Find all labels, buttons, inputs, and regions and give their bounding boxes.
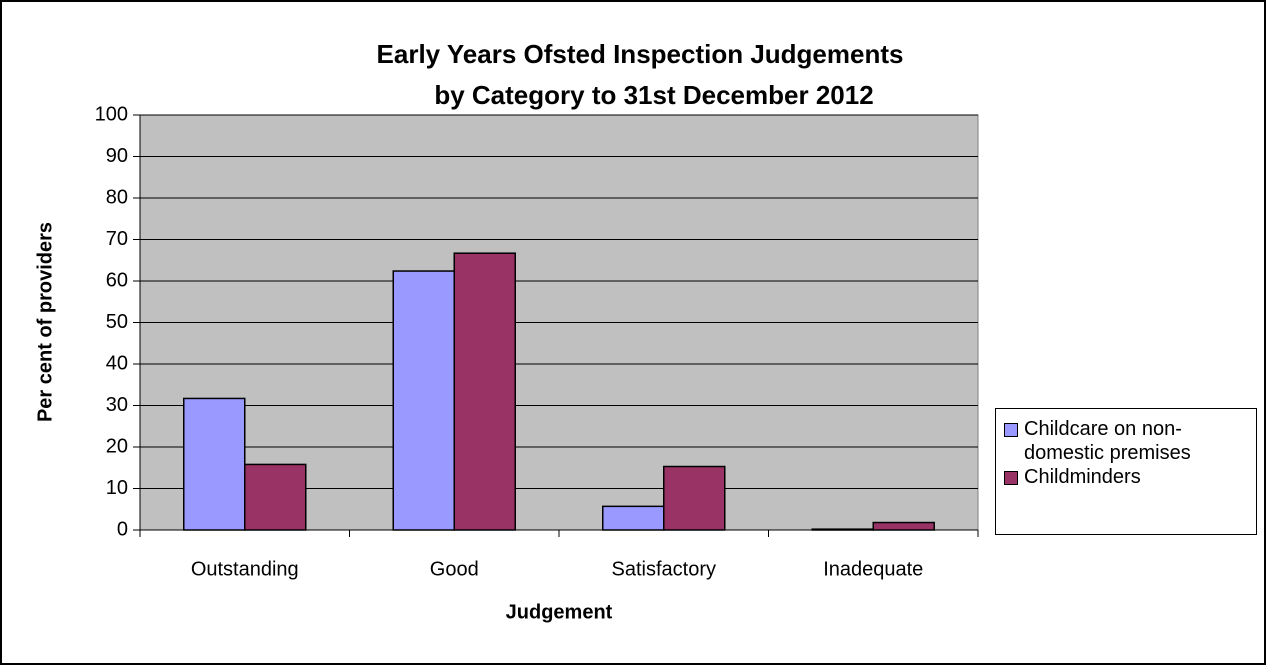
y-tick-label: 50	[106, 311, 128, 333]
legend-swatch	[1004, 471, 1018, 485]
legend: Childcare on non-domestic premises Childm…	[995, 408, 1257, 535]
y-axis-label: Per cent of providers	[34, 222, 56, 422]
y-tick-label: 10	[106, 477, 128, 499]
y-tick-label: 70	[106, 228, 128, 250]
x-tick-label: Good	[430, 558, 479, 580]
y-tick-label: 30	[106, 394, 128, 416]
legend-item: Childcare on non-domestic premises	[1004, 417, 1250, 465]
legend-item: Childminders	[1004, 465, 1250, 489]
bar	[811, 528, 874, 531]
bar	[453, 252, 516, 531]
legend-label: Childminders	[1024, 466, 1141, 488]
y-tick-label: 60	[106, 269, 128, 291]
chart-title: Early Years Ofsted Inspection Judgements	[377, 39, 904, 69]
legend-label: Childcare on non-domestic premises	[1024, 418, 1191, 464]
bar	[244, 463, 307, 531]
bar	[392, 270, 455, 531]
y-tick-label: 90	[106, 145, 128, 167]
bar	[663, 465, 726, 531]
y-tick-label: 0	[117, 518, 128, 540]
bar	[183, 397, 246, 531]
bar	[602, 505, 665, 531]
x-tick-label: Outstanding	[191, 558, 299, 580]
chart-title: by Category to 31st December 2012	[434, 80, 873, 110]
y-tick-label: 40	[106, 352, 128, 374]
legend-swatch	[1004, 423, 1018, 437]
y-tick-label: 100	[95, 103, 128, 125]
x-tick-label: Satisfactory	[612, 558, 716, 580]
bar	[872, 521, 935, 531]
x-axis-label: Judgement	[506, 601, 613, 623]
x-tick-label: Inadequate	[823, 558, 923, 580]
y-tick-label: 20	[106, 435, 128, 457]
y-tick-label: 80	[106, 186, 128, 208]
